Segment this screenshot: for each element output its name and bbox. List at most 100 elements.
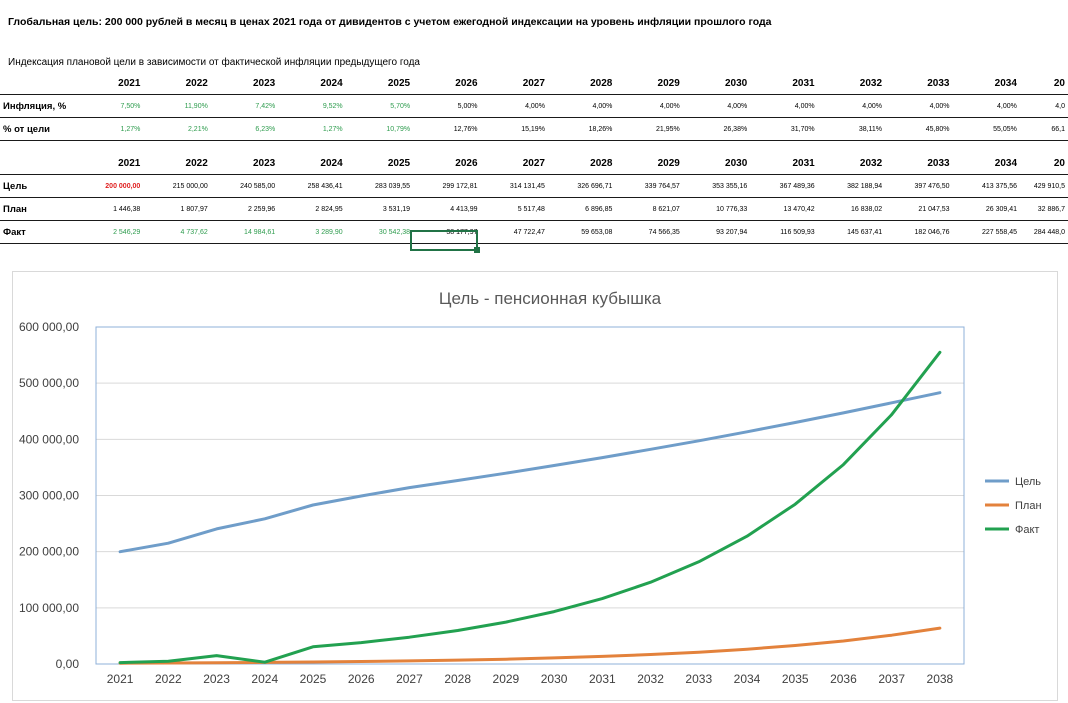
value-cell[interactable]: 182 046,76 bbox=[885, 220, 953, 244]
year-header-cell[interactable]: 2029 bbox=[615, 152, 683, 175]
row-label-cell[interactable]: Инфляция, % bbox=[0, 94, 76, 118]
value-cell[interactable]: 55,05% bbox=[952, 117, 1020, 141]
value-cell[interactable]: 21,95% bbox=[615, 117, 683, 141]
year-header-cell[interactable]: 2023 bbox=[210, 152, 279, 175]
row-label-cell[interactable]: Цель bbox=[0, 174, 76, 198]
value-cell[interactable]: 32 886,7 bbox=[1020, 197, 1068, 221]
value-cell[interactable]: 93 207,94 bbox=[682, 220, 751, 244]
value-cell[interactable]: 7,50% bbox=[75, 94, 144, 118]
value-cell[interactable]: 2 824,95 bbox=[278, 197, 346, 221]
value-cell[interactable]: 5,70% bbox=[345, 94, 414, 118]
value-cell[interactable]: 283 039,55 bbox=[345, 174, 414, 198]
year-header-cell[interactable]: 2026 bbox=[413, 72, 481, 95]
value-cell[interactable]: 326 696,71 bbox=[547, 174, 616, 198]
value-cell[interactable]: 10,79% bbox=[345, 117, 414, 141]
value-cell[interactable]: 47 722,47 bbox=[480, 220, 548, 244]
year-header-cell[interactable]: 2034 bbox=[952, 72, 1020, 95]
value-cell[interactable]: 59 653,08 bbox=[547, 220, 616, 244]
value-cell[interactable]: 14 984,61 bbox=[210, 220, 279, 244]
value-cell[interactable]: 258 436,41 bbox=[278, 174, 346, 198]
value-cell[interactable]: 13 470,42 bbox=[750, 197, 818, 221]
value-cell[interactable]: 4,0 bbox=[1019, 94, 1068, 118]
year-header-cell[interactable]: 2031 bbox=[750, 72, 818, 95]
value-cell[interactable]: 4,00% bbox=[885, 94, 953, 118]
value-cell[interactable]: 38,11% bbox=[817, 117, 886, 141]
row-label-cell[interactable]: Факт bbox=[0, 220, 76, 244]
value-cell[interactable]: 16 838,02 bbox=[817, 197, 886, 221]
year-header-cell[interactable]: 20 bbox=[1020, 152, 1068, 175]
value-cell[interactable]: 4,00% bbox=[750, 94, 818, 118]
year-header-cell[interactable]: 2022 bbox=[143, 152, 211, 175]
value-cell[interactable]: 429 910,5 bbox=[1020, 174, 1068, 198]
year-header-cell[interactable]: 2022 bbox=[143, 72, 211, 95]
value-cell[interactable]: 4,00% bbox=[480, 94, 548, 118]
header-blank-cell[interactable] bbox=[0, 152, 76, 175]
year-header-cell[interactable]: 20 bbox=[1019, 72, 1068, 95]
value-cell[interactable]: 2,21% bbox=[143, 117, 211, 141]
year-header-cell[interactable]: 2033 bbox=[885, 72, 953, 95]
row-label-cell[interactable]: План bbox=[0, 197, 76, 221]
value-cell[interactable]: 314 131,45 bbox=[480, 174, 548, 198]
value-cell[interactable]: 4,00% bbox=[952, 94, 1020, 118]
value-cell[interactable]: 5,00% bbox=[413, 94, 481, 118]
value-cell[interactable]: 38 177,97 bbox=[413, 220, 481, 244]
selected-cell[interactable] bbox=[410, 230, 478, 251]
value-cell[interactable]: 4,00% bbox=[682, 94, 751, 118]
value-cell[interactable]: 21 047,53 bbox=[885, 197, 953, 221]
value-cell[interactable]: 382 188,94 bbox=[817, 174, 886, 198]
value-cell[interactable]: 4 413,99 bbox=[413, 197, 481, 221]
value-cell[interactable]: 74 566,35 bbox=[615, 220, 683, 244]
fill-handle[interactable] bbox=[474, 247, 480, 253]
value-cell[interactable]: 15,19% bbox=[480, 117, 548, 141]
year-header-cell[interactable]: 2026 bbox=[413, 152, 481, 175]
value-cell[interactable]: 1,27% bbox=[75, 117, 144, 141]
value-cell[interactable]: 215 000,00 bbox=[143, 174, 211, 198]
value-cell[interactable]: 4 737,62 bbox=[143, 220, 211, 244]
value-cell[interactable]: 66,1 bbox=[1019, 117, 1068, 141]
value-cell[interactable]: 11,90% bbox=[143, 94, 211, 118]
value-cell[interactable]: 5 517,48 bbox=[480, 197, 548, 221]
year-header-cell[interactable]: 2027 bbox=[480, 72, 548, 95]
year-header-cell[interactable]: 2024 bbox=[278, 72, 346, 95]
value-cell[interactable]: 7,42% bbox=[210, 94, 279, 118]
value-cell[interactable]: 240 585,00 bbox=[210, 174, 279, 198]
year-header-cell[interactable]: 2033 bbox=[885, 152, 953, 175]
year-header-cell[interactable]: 2027 bbox=[480, 152, 548, 175]
value-cell[interactable]: 284 448,0 bbox=[1020, 220, 1068, 244]
value-cell[interactable]: 1 807,97 bbox=[143, 197, 211, 221]
value-cell[interactable]: 353 355,16 bbox=[682, 174, 751, 198]
year-header-cell[interactable]: 2032 bbox=[817, 152, 886, 175]
value-cell[interactable]: 9,52% bbox=[278, 94, 346, 118]
value-cell[interactable]: 30 542,38 bbox=[345, 220, 414, 244]
value-cell[interactable]: 1 446,38 bbox=[75, 197, 144, 221]
value-cell[interactable]: 3 289,90 bbox=[278, 220, 346, 244]
value-cell[interactable]: 3 531,19 bbox=[345, 197, 414, 221]
year-header-cell[interactable]: 2029 bbox=[615, 72, 683, 95]
year-header-cell[interactable]: 2025 bbox=[345, 152, 414, 175]
value-cell[interactable]: 26 309,41 bbox=[952, 197, 1021, 221]
value-cell[interactable]: 31,70% bbox=[750, 117, 818, 141]
year-header-cell[interactable]: 2028 bbox=[547, 152, 616, 175]
value-cell[interactable]: 8 621,07 bbox=[615, 197, 683, 221]
value-cell[interactable]: 10 776,33 bbox=[682, 197, 751, 221]
value-cell[interactable]: 116 509,93 bbox=[750, 220, 818, 244]
value-cell[interactable]: 397 476,50 bbox=[885, 174, 953, 198]
year-header-cell[interactable]: 2023 bbox=[210, 72, 279, 95]
value-cell[interactable]: 367 489,36 bbox=[750, 174, 818, 198]
value-cell[interactable]: 18,26% bbox=[547, 117, 616, 141]
value-cell[interactable]: 4,00% bbox=[817, 94, 886, 118]
row-label-cell[interactable]: % от цели bbox=[0, 117, 76, 141]
value-cell[interactable]: 413 375,56 bbox=[952, 174, 1021, 198]
value-cell[interactable]: 6,23% bbox=[210, 117, 279, 141]
value-cell[interactable]: 45,80% bbox=[885, 117, 953, 141]
value-cell[interactable]: 299 172,81 bbox=[413, 174, 481, 198]
year-header-cell[interactable]: 2030 bbox=[682, 72, 751, 95]
value-cell[interactable]: 145 637,41 bbox=[817, 220, 886, 244]
value-cell[interactable]: 26,38% bbox=[682, 117, 751, 141]
year-header-cell[interactable]: 2034 bbox=[952, 152, 1021, 175]
year-header-cell[interactable]: 2021 bbox=[75, 152, 144, 175]
year-header-cell[interactable]: 2025 bbox=[345, 72, 414, 95]
value-cell[interactable]: 339 764,57 bbox=[615, 174, 683, 198]
value-cell[interactable]: 2 546,29 bbox=[75, 220, 144, 244]
value-cell[interactable]: 227 558,45 bbox=[952, 220, 1021, 244]
